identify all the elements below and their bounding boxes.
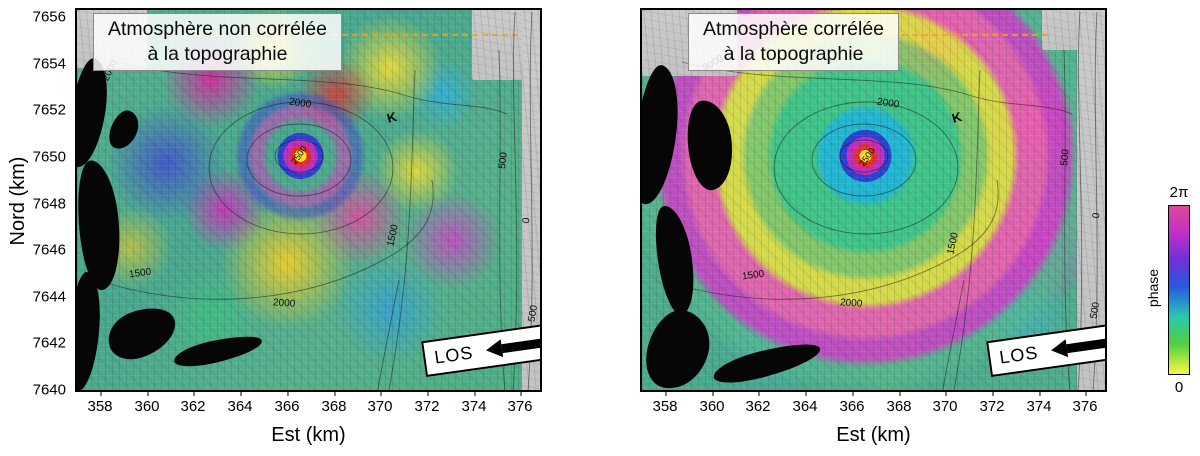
- x-axis-ticks: 358 360 362 364 366 368 370 372 374 376: [75, 391, 542, 416]
- y-tick: 7648: [32, 195, 66, 213]
- x-tick: 376: [1072, 391, 1098, 415]
- y-tick: 7646: [32, 241, 66, 259]
- arrow-head-icon: [1049, 339, 1069, 360]
- los-arrow-left-icon: [484, 333, 540, 360]
- phase-colorbar: [1168, 205, 1190, 375]
- y-axis-ticks: 7656 7654 7652 7650 7648 7646 7644 7642 …: [24, 8, 70, 399]
- x-tick: 366: [274, 391, 300, 415]
- y-tick: 7654: [32, 55, 66, 73]
- contour-label: 500: [497, 151, 510, 170]
- x-axis-ticks: 358 360 362 364 366 368 370 372 374 376: [640, 391, 1107, 416]
- panel-title-line2: à la topographie: [147, 42, 288, 65]
- x-tick: 360: [699, 391, 725, 415]
- y-tick: 7650: [32, 148, 66, 166]
- x-tick: 360: [134, 391, 160, 415]
- x-tick: 366: [839, 391, 865, 415]
- x-tick: 358: [652, 391, 678, 415]
- x-tick: 368: [321, 391, 347, 415]
- x-tick: 372: [979, 391, 1005, 415]
- panel-title-line2: à la topographie: [723, 42, 864, 65]
- panel-title: Atmosphère non corrélée à la topographie: [93, 13, 342, 71]
- x-tick: 370: [932, 391, 958, 415]
- y-tick: 7642: [32, 334, 66, 352]
- x-tick: 372: [414, 391, 440, 415]
- y-tick: 7640: [32, 381, 66, 399]
- x-tick: 358: [87, 391, 113, 415]
- x-axis-label: Est (km): [271, 424, 346, 446]
- panel-title-line1: Atmosphère corrélée: [703, 18, 885, 40]
- arrow-shaft: [1066, 337, 1105, 353]
- x-tick: 364: [792, 391, 818, 415]
- contour-label: 0: [1091, 212, 1103, 219]
- colorbar-title: phase: [1145, 268, 1161, 308]
- y-tick: 7656: [32, 8, 66, 26]
- x-tick: 374: [1026, 391, 1052, 415]
- x-tick: 370: [367, 391, 393, 415]
- x-tick: 376: [507, 391, 533, 415]
- contour-label: 2000: [839, 297, 863, 310]
- los-label: LOS: [998, 341, 1040, 368]
- contour-label: 500: [1059, 148, 1072, 167]
- panel-title: Atmosphère corrélée à la topographie: [688, 13, 900, 71]
- los-arrow-left-icon: [1049, 333, 1105, 360]
- los-label: LOS: [433, 341, 475, 368]
- x-tick: 362: [745, 391, 771, 415]
- x-axis-label: Est (km): [836, 424, 911, 446]
- x-tick: 368: [886, 391, 912, 415]
- interferogram-panel-correlated: 2000 2000 2500 1500 2000 1500 500 0 500 …: [640, 8, 1107, 392]
- y-tick: 7644: [32, 288, 66, 306]
- colorbar-min-label: 0: [1174, 379, 1184, 396]
- panel-title-line1: Atmosphère non corrélée: [108, 18, 327, 40]
- x-tick: 364: [227, 391, 253, 415]
- x-tick: 374: [461, 391, 487, 415]
- interferogram-panel-uncorrelated: 2000 2000 2500 1500 2000 1500 500 0 500 …: [75, 8, 542, 392]
- arrow-head-icon: [484, 339, 504, 360]
- x-tick: 362: [180, 391, 206, 415]
- colorbar-max-label: 2π: [1169, 184, 1189, 201]
- contour-label: 0: [521, 217, 533, 224]
- y-tick: 7652: [32, 101, 66, 119]
- arrow-shaft: [501, 337, 540, 353]
- contour-label: 2000: [272, 297, 296, 310]
